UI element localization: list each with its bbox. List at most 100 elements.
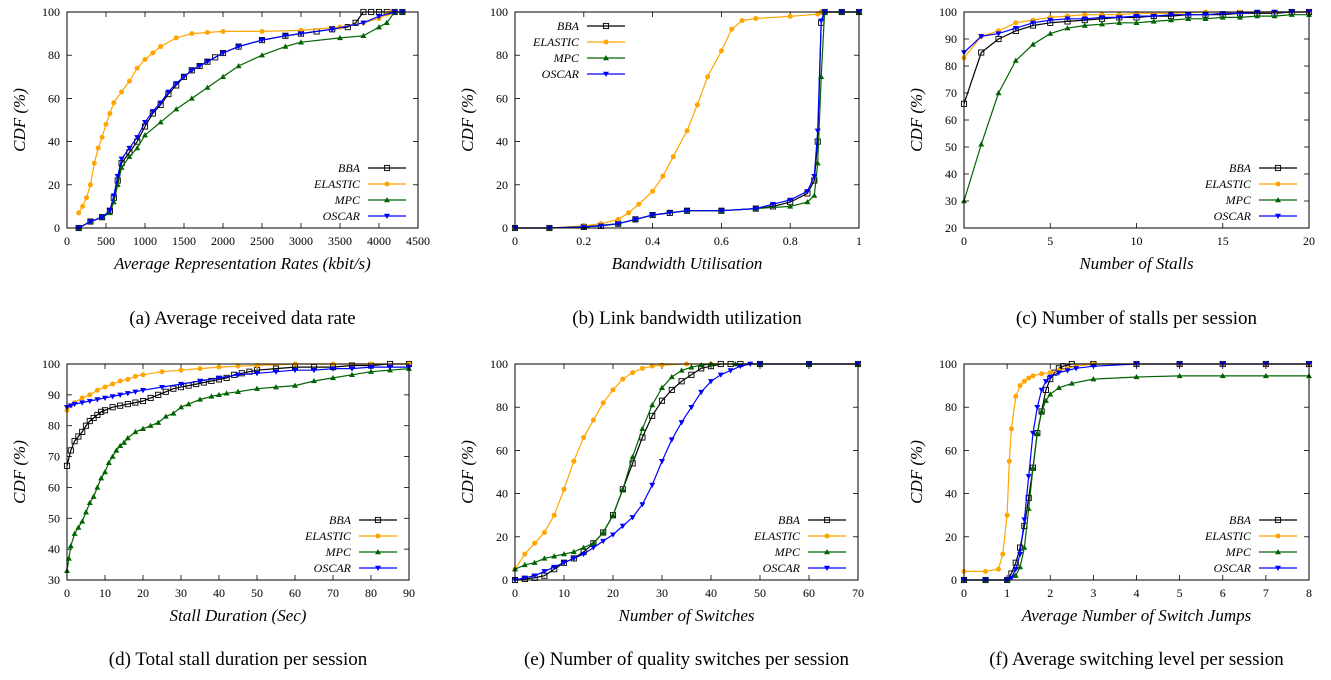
data-point-mpc <box>113 447 120 453</box>
data-point-elastic <box>95 145 101 151</box>
y-tick-label: 30 <box>48 573 60 587</box>
data-point-elastic <box>649 363 655 369</box>
data-point-elastic <box>650 188 656 194</box>
legend-marker <box>602 22 610 30</box>
data-point-elastic <box>80 203 86 209</box>
plot-frame <box>514 363 859 581</box>
data-point-mpc <box>383 19 390 25</box>
data-point-elastic <box>111 100 117 106</box>
x-tick-label: 4000 <box>367 234 391 248</box>
data-point-oscar <box>134 135 141 141</box>
data-point-mpc <box>223 390 230 396</box>
plot-frame <box>66 363 410 581</box>
legend-marker <box>1275 549 1281 555</box>
data-point-oscar <box>639 502 646 508</box>
data-point-oscar <box>610 532 616 538</box>
data-point-elastic <box>94 387 100 393</box>
data-point-elastic <box>79 395 85 401</box>
data-point-mpc <box>521 561 528 568</box>
y-axis-label: CDF (%) <box>907 440 926 504</box>
data-point-oscar <box>99 215 106 221</box>
data-point-mpc <box>292 382 298 388</box>
data-point-oscar <box>1150 13 1157 20</box>
data-point-mpc <box>1202 15 1209 21</box>
data-point-oscar <box>1012 26 1019 32</box>
data-point-mpc <box>67 543 74 549</box>
legend-marker <box>1274 516 1282 524</box>
data-point-bba <box>649 412 656 419</box>
x-tick-label: 3000 <box>289 234 313 248</box>
y-tick-label: 60 <box>945 443 957 457</box>
data-point-elastic <box>1004 512 1010 518</box>
subfigure-caption: (e) Number of quality switches per sessi… <box>524 649 850 670</box>
data-point-mpc <box>204 84 211 90</box>
data-point-bba <box>124 401 131 408</box>
data-point-elastic <box>76 210 82 216</box>
data-point-mpc <box>1133 19 1140 25</box>
x-tick-label: 0.6 <box>714 234 729 248</box>
data-point-oscar <box>1133 13 1140 20</box>
data-point-elastic <box>620 376 626 382</box>
data-point-mpc <box>570 548 577 555</box>
y-axis-label: CDF (%) <box>10 440 29 504</box>
series-line-oscar <box>514 363 858 581</box>
x-axis-label: Average Number of Switch Jumps <box>1021 606 1252 625</box>
data-point-oscar <box>659 459 665 465</box>
data-point-oscar <box>590 545 597 551</box>
subfigure-caption: (f) Average switching level per session <box>989 649 1284 670</box>
data-point-elastic <box>610 387 616 393</box>
legend-marker <box>1275 533 1281 539</box>
data-point-mpc <box>1116 19 1123 25</box>
data-point-oscar <box>1099 15 1105 21</box>
data-point-elastic <box>220 28 226 34</box>
data-point-oscar <box>1185 12 1192 18</box>
data-point-oscar <box>298 31 304 37</box>
data-point-mpc <box>124 435 131 441</box>
data-point-oscar <box>124 391 131 397</box>
data-point-mpc <box>349 371 355 377</box>
data-point-elastic <box>996 566 1001 572</box>
x-tick-label: 50 <box>251 586 263 600</box>
data-point-mpc <box>1047 391 1054 397</box>
data-point-mpc <box>117 442 124 448</box>
chart-panel-5: 0 10 20 30 40 50 60 70 0 20 40 60 80 100 BBA ELASTIC MPC… <box>458 357 864 670</box>
data-point-oscar <box>159 384 165 391</box>
data-point-oscar <box>717 372 724 378</box>
data-point-oscar <box>330 366 336 372</box>
legend-marker <box>1275 213 1281 219</box>
x-tick-label: 7 <box>1263 586 1269 600</box>
data-point-elastic <box>684 128 690 134</box>
data-point-mpc <box>531 559 538 565</box>
data-point-elastic <box>126 78 132 84</box>
x-tick-label: 10 <box>1131 234 1143 248</box>
data-point-oscar <box>698 389 705 396</box>
legend-marker <box>824 565 830 571</box>
data-point-oscar <box>329 27 336 33</box>
y-tick-label: 20 <box>945 221 957 235</box>
data-point-oscar <box>86 398 93 405</box>
data-point-elastic <box>259 28 265 34</box>
data-point-oscar <box>1064 368 1071 374</box>
y-axis-label: CDF (%) <box>458 88 477 152</box>
y-tick-label: 50 <box>48 511 60 525</box>
data-point-elastic <box>1039 371 1045 377</box>
data-point-mpc <box>1176 372 1183 379</box>
data-point-elastic <box>626 210 632 216</box>
x-tick-label: 0 <box>512 586 518 600</box>
data-point-mpc <box>105 459 112 465</box>
data-point-bba <box>79 428 86 435</box>
data-point-bba <box>223 374 230 381</box>
y-tick-label: 70 <box>48 450 60 464</box>
data-point-mpc <box>282 43 289 49</box>
data-point-elastic <box>125 376 131 382</box>
plot-frame <box>66 11 419 229</box>
data-point-bba <box>658 397 666 404</box>
data-point-elastic <box>189 31 195 37</box>
x-tick-label: 0.2 <box>576 234 591 248</box>
data-point-mpc <box>1237 14 1243 20</box>
data-point-elastic <box>630 370 636 376</box>
data-point-elastic <box>561 486 567 492</box>
data-point-bba <box>67 447 74 454</box>
data-point-elastic <box>571 458 577 464</box>
y-axis-label: CDF (%) <box>907 88 926 152</box>
